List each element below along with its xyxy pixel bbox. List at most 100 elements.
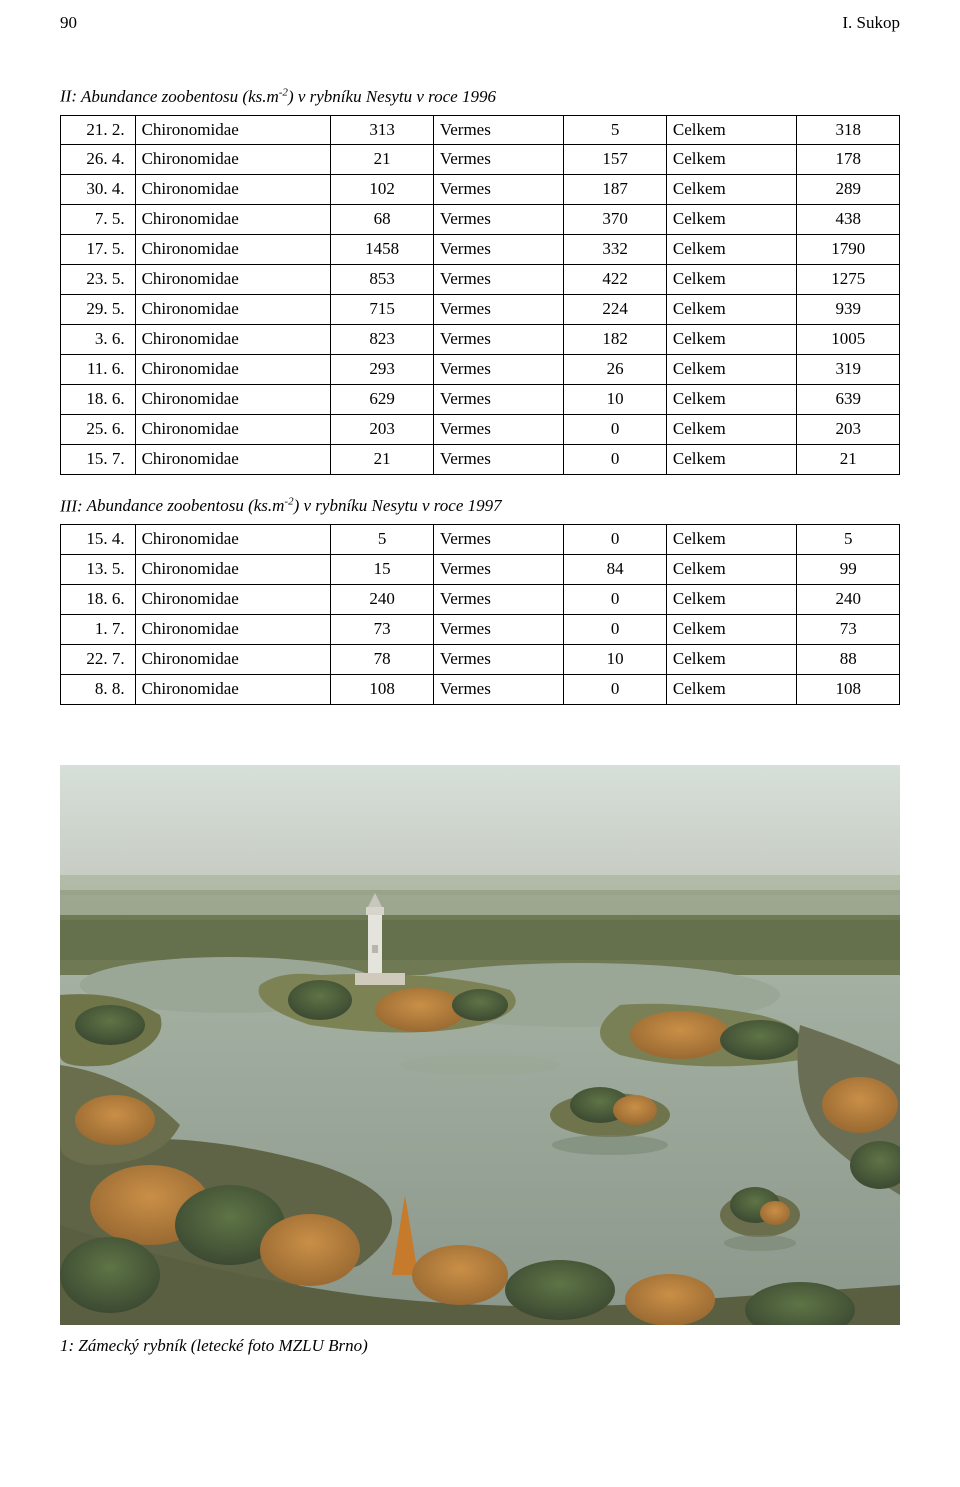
value-cell: 21 <box>331 145 434 175</box>
label-cell: Vermes <box>433 615 564 645</box>
label-cell: Celkem <box>666 115 797 145</box>
label-cell: Celkem <box>666 585 797 615</box>
data-table: 21. 2.Chironomidae313Vermes5Celkem31826.… <box>60 115 900 475</box>
value-cell: 0 <box>564 585 667 615</box>
value-cell: 108 <box>331 675 434 705</box>
value-cell: 102 <box>331 175 434 205</box>
value-cell: 84 <box>564 555 667 585</box>
table-row: 1. 7.Chironomidae73Vermes0Celkem73 <box>61 615 900 645</box>
label-cell: Vermes <box>433 235 564 265</box>
table-row: 21. 2.Chironomidae313Vermes5Celkem318 <box>61 115 900 145</box>
value-cell: 318 <box>797 115 900 145</box>
date-cell: 29. 5. <box>61 295 136 325</box>
value-cell: 203 <box>797 414 900 444</box>
value-cell: 0 <box>564 444 667 474</box>
value-cell: 203 <box>331 414 434 444</box>
label-cell: Celkem <box>666 205 797 235</box>
value-cell: 21 <box>331 444 434 474</box>
table-title: III: Abundance zoobentosu (ks.m-2) v ryb… <box>60 495 900 519</box>
label-cell: Vermes <box>433 265 564 295</box>
value-cell: 629 <box>331 384 434 414</box>
value-cell: 187 <box>564 175 667 205</box>
label-cell: Chironomidae <box>135 355 331 385</box>
label-cell: Chironomidae <box>135 325 331 355</box>
label-cell: Chironomidae <box>135 645 331 675</box>
date-cell: 1. 7. <box>61 615 136 645</box>
value-cell: 178 <box>797 145 900 175</box>
label-cell: Vermes <box>433 355 564 385</box>
figure-caption: 1: Zámecký rybník (letecké foto MZLU Brn… <box>60 1335 900 1358</box>
label-cell: Chironomidae <box>135 675 331 705</box>
table-row: 15. 7.Chironomidae21Vermes0Celkem21 <box>61 444 900 474</box>
date-cell: 26. 4. <box>61 145 136 175</box>
date-cell: 11. 6. <box>61 355 136 385</box>
table-row: 26. 4.Chironomidae21Vermes157Celkem178 <box>61 145 900 175</box>
date-cell: 15. 4. <box>61 525 136 555</box>
value-cell: 853 <box>331 265 434 295</box>
value-cell: 88 <box>797 645 900 675</box>
value-cell: 438 <box>797 205 900 235</box>
label-cell: Chironomidae <box>135 555 331 585</box>
value-cell: 99 <box>797 555 900 585</box>
value-cell: 639 <box>797 384 900 414</box>
date-cell: 21. 2. <box>61 115 136 145</box>
value-cell: 73 <box>797 615 900 645</box>
date-cell: 25. 6. <box>61 414 136 444</box>
label-cell: Celkem <box>666 145 797 175</box>
table-row: 23. 5.Chironomidae853Vermes422Celkem1275 <box>61 265 900 295</box>
label-cell: Celkem <box>666 615 797 645</box>
value-cell: 240 <box>797 585 900 615</box>
figure-image <box>60 765 900 1325</box>
value-cell: 1790 <box>797 235 900 265</box>
label-cell: Chironomidae <box>135 615 331 645</box>
label-cell: Celkem <box>666 675 797 705</box>
label-cell: Vermes <box>433 585 564 615</box>
label-cell: Vermes <box>433 444 564 474</box>
tables-container: II: Abundance zoobentosu (ks.m-2) v rybn… <box>60 85 900 705</box>
table-title: II: Abundance zoobentosu (ks.m-2) v rybn… <box>60 85 900 109</box>
value-cell: 68 <box>331 205 434 235</box>
value-cell: 73 <box>331 615 434 645</box>
date-cell: 7. 5. <box>61 205 136 235</box>
value-cell: 224 <box>564 295 667 325</box>
date-cell: 8. 8. <box>61 675 136 705</box>
label-cell: Chironomidae <box>135 295 331 325</box>
date-cell: 3. 6. <box>61 325 136 355</box>
label-cell: Vermes <box>433 205 564 235</box>
value-cell: 939 <box>797 295 900 325</box>
label-cell: Chironomidae <box>135 205 331 235</box>
value-cell: 5 <box>564 115 667 145</box>
label-cell: Chironomidae <box>135 525 331 555</box>
table-row: 8. 8.Chironomidae108Vermes0Celkem108 <box>61 675 900 705</box>
label-cell: Vermes <box>433 645 564 675</box>
label-cell: Vermes <box>433 175 564 205</box>
value-cell: 0 <box>564 525 667 555</box>
label-cell: Vermes <box>433 325 564 355</box>
value-cell: 10 <box>564 645 667 675</box>
label-cell: Vermes <box>433 384 564 414</box>
value-cell: 78 <box>331 645 434 675</box>
label-cell: Celkem <box>666 265 797 295</box>
value-cell: 370 <box>564 205 667 235</box>
table-row: 11. 6.Chironomidae293Vermes26Celkem319 <box>61 355 900 385</box>
date-cell: 17. 5. <box>61 235 136 265</box>
label-cell: Celkem <box>666 325 797 355</box>
value-cell: 240 <box>331 585 434 615</box>
value-cell: 823 <box>331 325 434 355</box>
value-cell: 157 <box>564 145 667 175</box>
value-cell: 332 <box>564 235 667 265</box>
label-cell: Celkem <box>666 175 797 205</box>
table-row: 17. 5.Chironomidae1458Vermes332Celkem179… <box>61 235 900 265</box>
value-cell: 319 <box>797 355 900 385</box>
label-cell: Chironomidae <box>135 175 331 205</box>
value-cell: 313 <box>331 115 434 145</box>
label-cell: Chironomidae <box>135 265 331 295</box>
value-cell: 289 <box>797 175 900 205</box>
label-cell: Vermes <box>433 414 564 444</box>
figure: 1: Zámecký rybník (letecké foto MZLU Brn… <box>60 765 900 1358</box>
label-cell: Celkem <box>666 295 797 325</box>
table-row: 30. 4.Chironomidae102Vermes187Celkem289 <box>61 175 900 205</box>
data-table: 15. 4.Chironomidae5Vermes0Celkem513. 5.C… <box>60 524 900 705</box>
label-cell: Chironomidae <box>135 115 331 145</box>
table-row: 22. 7.Chironomidae78Vermes10Celkem88 <box>61 645 900 675</box>
